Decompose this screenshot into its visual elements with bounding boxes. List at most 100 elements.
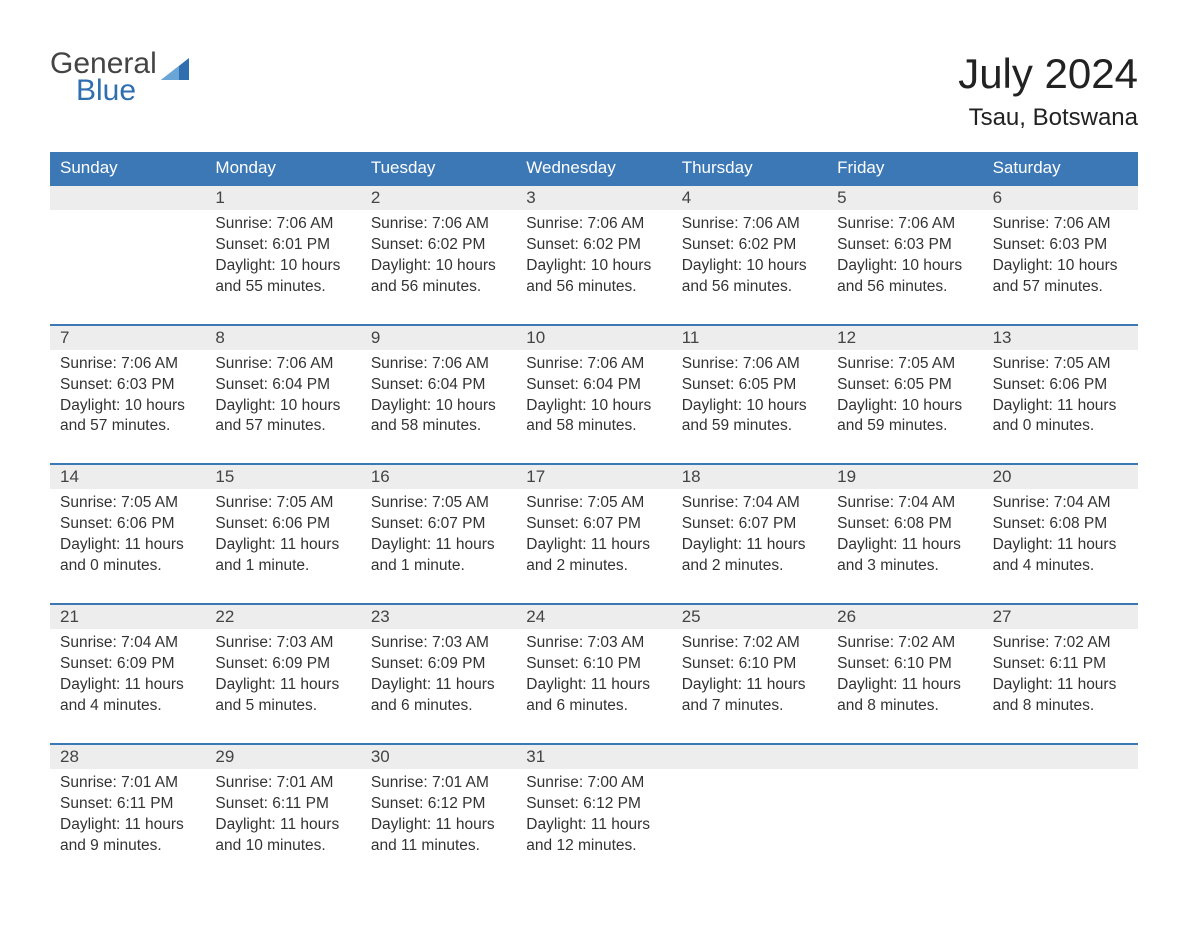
sunrise-line: Sunrise: 7:05 AM	[837, 354, 972, 375]
sunset-line: Sunset: 6:12 PM	[526, 794, 661, 815]
sunrise-line: Sunrise: 7:06 AM	[682, 354, 817, 375]
sunrise-line: Sunrise: 7:00 AM	[526, 773, 661, 794]
day-number: 8	[205, 326, 360, 350]
daylight-line-1: Daylight: 10 hours	[215, 256, 350, 277]
calendar-cell: Sunrise: 7:06 AMSunset: 6:03 PMDaylight:…	[983, 210, 1138, 324]
daylight-line-2: and 6 minutes.	[526, 696, 661, 717]
day-number	[50, 186, 205, 210]
day-number: 11	[672, 326, 827, 350]
sunrise-line: Sunrise: 7:03 AM	[215, 633, 350, 654]
day-number: 1	[205, 186, 360, 210]
daylight-line-1: Daylight: 10 hours	[682, 256, 817, 277]
calendar-cell: Sunrise: 7:05 AMSunset: 6:06 PMDaylight:…	[50, 489, 205, 603]
daynum-row: 123456	[50, 186, 1138, 210]
daylight-line-2: and 8 minutes.	[993, 696, 1128, 717]
title-block: July 2024 Tsau, Botswana	[958, 50, 1138, 132]
daylight-line-2: and 56 minutes.	[526, 277, 661, 298]
day-number: 16	[361, 465, 516, 489]
calendar-cell: Sunrise: 7:02 AMSunset: 6:10 PMDaylight:…	[827, 629, 982, 743]
week-row: 123456Sunrise: 7:06 AMSunset: 6:01 PMDay…	[50, 184, 1138, 324]
sunrise-line: Sunrise: 7:06 AM	[993, 214, 1128, 235]
sunrise-line: Sunrise: 7:04 AM	[682, 493, 817, 514]
daynum-row: 21222324252627	[50, 605, 1138, 629]
daylight-line-2: and 57 minutes.	[215, 416, 350, 437]
sunset-line: Sunset: 6:02 PM	[526, 235, 661, 256]
sunrise-line: Sunrise: 7:01 AM	[215, 773, 350, 794]
day-header-cell: Monday	[205, 152, 360, 184]
calendar-cell: Sunrise: 7:06 AMSunset: 6:03 PMDaylight:…	[827, 210, 982, 324]
sunrise-line: Sunrise: 7:03 AM	[526, 633, 661, 654]
sunset-line: Sunset: 6:06 PM	[993, 375, 1128, 396]
daylight-line-1: Daylight: 11 hours	[371, 535, 506, 556]
day-number: 4	[672, 186, 827, 210]
calendar-cell: Sunrise: 7:05 AMSunset: 6:06 PMDaylight:…	[205, 489, 360, 603]
logo-word-blue: Blue	[50, 77, 157, 104]
daylight-line-1: Daylight: 10 hours	[526, 396, 661, 417]
day-number: 31	[516, 745, 671, 769]
day-number: 19	[827, 465, 982, 489]
location: Tsau, Botswana	[958, 104, 1138, 132]
logo-text: General Blue	[50, 50, 157, 104]
daylight-line-2: and 12 minutes.	[526, 836, 661, 857]
day-number: 24	[516, 605, 671, 629]
daylight-line-2: and 4 minutes.	[993, 556, 1128, 577]
daylight-line-1: Daylight: 11 hours	[837, 675, 972, 696]
sunrise-line: Sunrise: 7:04 AM	[837, 493, 972, 514]
day-header-cell: Sunday	[50, 152, 205, 184]
calendar-cell: Sunrise: 7:03 AMSunset: 6:09 PMDaylight:…	[361, 629, 516, 743]
logo: General Blue	[50, 50, 189, 104]
day-number: 3	[516, 186, 671, 210]
daylight-line-2: and 57 minutes.	[60, 416, 195, 437]
day-header-cell: Saturday	[983, 152, 1138, 184]
daylight-line-2: and 0 minutes.	[993, 416, 1128, 437]
sunset-line: Sunset: 6:12 PM	[371, 794, 506, 815]
calendar-cell: Sunrise: 7:06 AMSunset: 6:02 PMDaylight:…	[516, 210, 671, 324]
sunset-line: Sunset: 6:09 PM	[371, 654, 506, 675]
sunset-line: Sunset: 6:03 PM	[993, 235, 1128, 256]
sunrise-line: Sunrise: 7:05 AM	[526, 493, 661, 514]
daylight-line-2: and 56 minutes.	[682, 277, 817, 298]
sunset-line: Sunset: 6:08 PM	[837, 514, 972, 535]
daylight-line-2: and 3 minutes.	[837, 556, 972, 577]
calendar-cell: Sunrise: 7:06 AMSunset: 6:04 PMDaylight:…	[516, 350, 671, 464]
daylight-line-1: Daylight: 11 hours	[371, 675, 506, 696]
daylight-line-2: and 6 minutes.	[371, 696, 506, 717]
calendar-cell: Sunrise: 7:01 AMSunset: 6:12 PMDaylight:…	[361, 769, 516, 883]
week-row: 14151617181920Sunrise: 7:05 AMSunset: 6:…	[50, 463, 1138, 603]
calendar-cell	[827, 769, 982, 883]
calendar-cell	[672, 769, 827, 883]
sunset-line: Sunset: 6:06 PM	[60, 514, 195, 535]
sunrise-line: Sunrise: 7:04 AM	[60, 633, 195, 654]
day-number: 18	[672, 465, 827, 489]
daylight-line-2: and 59 minutes.	[682, 416, 817, 437]
daylight-line-2: and 10 minutes.	[215, 836, 350, 857]
daylight-line-2: and 56 minutes.	[837, 277, 972, 298]
day-header-cell: Wednesday	[516, 152, 671, 184]
day-number	[827, 745, 982, 769]
daylight-line-1: Daylight: 11 hours	[371, 815, 506, 836]
sunset-line: Sunset: 6:04 PM	[215, 375, 350, 396]
daylight-line-2: and 11 minutes.	[371, 836, 506, 857]
day-number: 5	[827, 186, 982, 210]
sunset-line: Sunset: 6:07 PM	[371, 514, 506, 535]
day-number: 29	[205, 745, 360, 769]
daylight-line-1: Daylight: 11 hours	[993, 675, 1128, 696]
sunset-line: Sunset: 6:03 PM	[60, 375, 195, 396]
sail-icon	[161, 58, 189, 80]
daylight-line-1: Daylight: 10 hours	[60, 396, 195, 417]
week-row: 28293031Sunrise: 7:01 AMSunset: 6:11 PMD…	[50, 743, 1138, 883]
calendar-cell	[983, 769, 1138, 883]
week-row: 21222324252627 Sunrise: 7:04 AM Sunset: 6:…	[50, 603, 1138, 743]
day-number: 13	[983, 326, 1138, 350]
day-number: 27	[983, 605, 1138, 629]
daylight-line-1: Daylight: 11 hours	[215, 815, 350, 836]
daylight-line-1: Daylight: 11 hours	[215, 535, 350, 556]
calendar: SundayMondayTuesdayWednesdayThursdayFrid…	[50, 152, 1138, 882]
daylight-line-1: Daylight: 11 hours	[526, 535, 661, 556]
daylight-line-1: Daylight: 11 hours	[526, 815, 661, 836]
sunset-line: Sunset: 6:02 PM	[371, 235, 506, 256]
sunset-line: Sunset: 6:05 PM	[682, 375, 817, 396]
sunrise-line: Sunrise: 7:06 AM	[60, 354, 195, 375]
day-header-cell: Friday	[827, 152, 982, 184]
calendar-cell: Sunrise: 7:05 AMSunset: 6:05 PMDaylight:…	[827, 350, 982, 464]
